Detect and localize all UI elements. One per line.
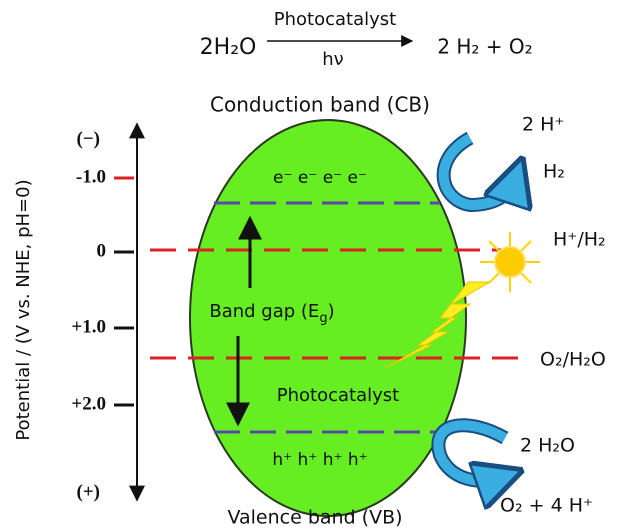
oxygen-label: O₂ + 4 H⁺ <box>500 495 593 517</box>
tick-label: +2.0 <box>71 393 106 414</box>
band-gap-sub: g <box>319 311 327 326</box>
photocatalyst-label: Photocatalyst <box>277 385 399 406</box>
tick-label: 0 <box>97 240 107 261</box>
reactant: 2H₂O <box>200 35 257 60</box>
tick-label: -1.0 <box>76 166 106 187</box>
water-label: 2 H₂O <box>520 435 575 457</box>
product: 2 H₂ + O₂ <box>437 35 532 59</box>
proton-label: 2 H⁺ <box>522 114 564 136</box>
o-couple-label: O₂/H₂O <box>540 349 606 371</box>
tick-label: (−) <box>77 128 100 149</box>
hydrogen-label: H₂ <box>543 161 565 183</box>
reduction-arrow <box>444 138 515 205</box>
holes: h⁺ h⁺ h⁺ h⁺ <box>272 450 367 470</box>
catalyst-label: Photocatalyst <box>274 9 396 30</box>
diagram: 2H₂O Photocatalyst hν 2 H₂ + O₂ Conducti… <box>0 0 631 531</box>
band-gap-end: ) <box>328 301 335 322</box>
valence-band: Valence band (VB) <box>227 507 402 529</box>
sun <box>480 232 540 292</box>
conduction-band: Conduction band (CB) <box>210 93 430 117</box>
light-label: hν <box>322 49 343 70</box>
band-gap: Band gap (Eg) <box>209 301 334 326</box>
tick-label: (+) <box>77 481 100 502</box>
electrons: e⁻ e⁻ e⁻ e⁻ <box>273 168 367 188</box>
h-couple-label: H⁺/H₂ <box>553 229 606 251</box>
band-gap-text: Band gap (E <box>209 301 319 322</box>
tick-label: +1.0 <box>71 316 106 337</box>
axis-label: Potential / (V vs. NHE, pH=0) <box>13 179 34 440</box>
